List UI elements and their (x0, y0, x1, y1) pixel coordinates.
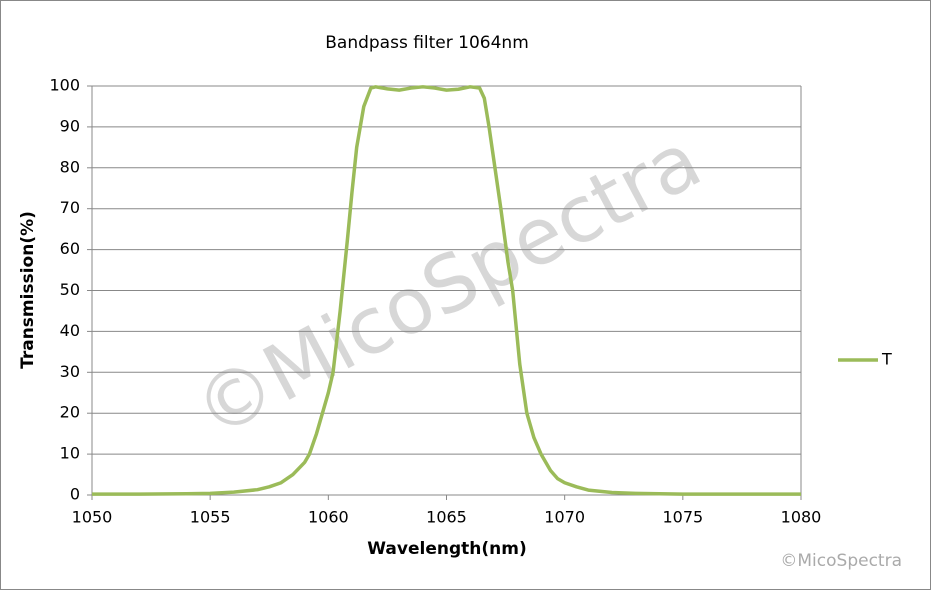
y-tick-label: 100 (49, 76, 80, 95)
y-tick-label: 80 (60, 157, 80, 176)
y-tick-label: 0 (70, 485, 80, 504)
y-tick-label: 40 (60, 321, 80, 340)
x-tick-label: 1070 (544, 508, 585, 527)
y-tick-label: 20 (60, 403, 80, 422)
chart-title: Bandpass filter 1064nm (325, 33, 529, 53)
y-axis-title: Transmission(%) (18, 211, 38, 369)
legend-label: T (881, 350, 892, 369)
x-tick-label: 1060 (308, 508, 349, 527)
y-tick-label: 70 (60, 198, 80, 217)
y-tick-label: 10 (60, 444, 80, 463)
x-tick-label: 1055 (190, 508, 231, 527)
y-tick-label: 30 (60, 362, 80, 381)
x-axis-title: Wavelength(nm) (367, 539, 526, 559)
x-tick-label: 1065 (426, 508, 467, 527)
data-line (92, 85, 801, 496)
x-tick-label: 1050 (72, 508, 113, 527)
x-tick-label: 1080 (781, 508, 822, 527)
y-tick-label: 60 (60, 239, 80, 258)
y-tick-label: 90 (60, 116, 80, 135)
y-tick-label: 50 (60, 280, 80, 299)
credit: ©MicoSpectra (780, 551, 902, 571)
x-tick-label: 1075 (662, 508, 703, 527)
